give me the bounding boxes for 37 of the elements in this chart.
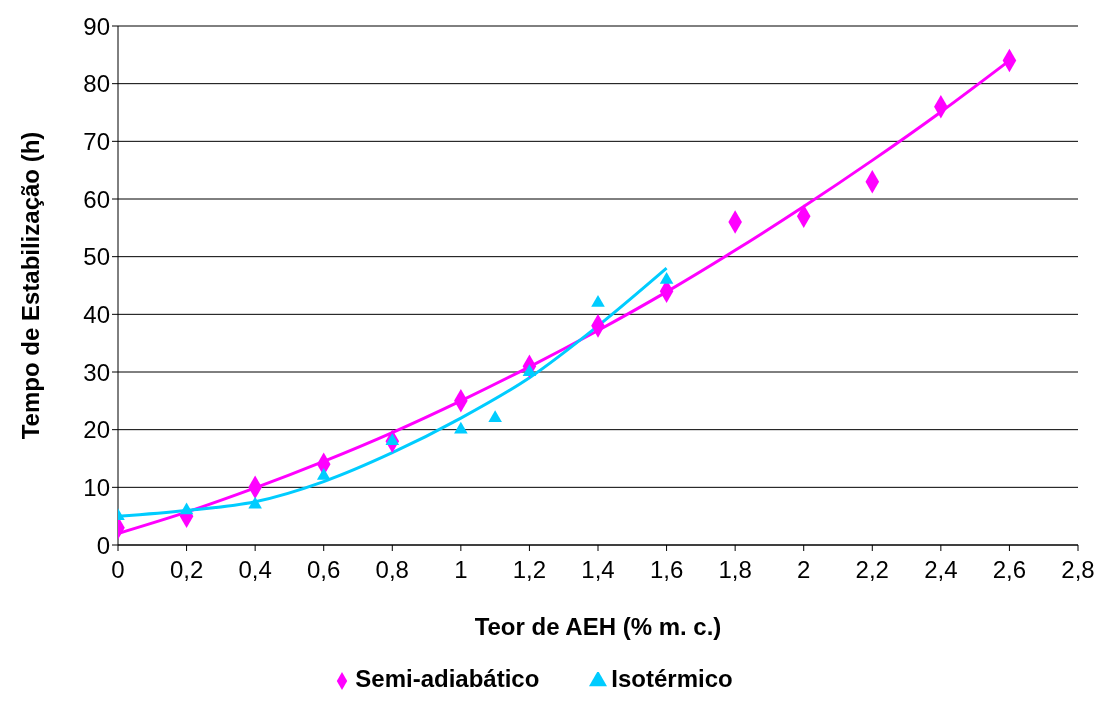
x-tick-label: 1 [454, 556, 468, 584]
y-tick-label: 30 [83, 358, 110, 386]
point [248, 496, 262, 509]
x-tick-label: 0,8 [375, 556, 409, 584]
point [488, 410, 502, 423]
x-tick-label: 2,2 [855, 556, 889, 584]
y-tick-label: 40 [83, 300, 110, 328]
point [522, 364, 537, 376]
point [591, 294, 605, 307]
point [385, 433, 400, 446]
x-axis-title: Teor de AEH (% m. c.) [474, 613, 722, 640]
y-tick-label: 90 [83, 12, 110, 40]
point [454, 421, 468, 434]
legend-label: Isotérmico [611, 665, 733, 692]
x-tick-label: 1,8 [718, 556, 752, 584]
y-tick-label: 70 [83, 127, 110, 155]
y-tick-label: 10 [83, 473, 110, 501]
point [316, 467, 331, 480]
x-tick-label: 2,8 [1061, 556, 1095, 584]
x-tick-label: 2,6 [992, 556, 1027, 584]
x-tick-label: 0,6 [307, 556, 341, 584]
y-tick-label: 50 [83, 243, 110, 271]
point [179, 502, 194, 515]
x-tick-label: 1,6 [649, 556, 684, 584]
y-axis-title: Tempo de Estabilização (h) [16, 131, 44, 440]
point [659, 271, 674, 284]
y-tick-label: 0 [96, 531, 110, 559]
x-tick-label: 1,2 [512, 556, 547, 584]
x-tick-label: 0,2 [169, 556, 204, 584]
x-tick-label: 0,4 [238, 556, 272, 584]
y-tick-label: 20 [83, 416, 110, 444]
x-tick-label: 2 [797, 556, 811, 584]
legend-label: Semi-adiabático [355, 665, 540, 692]
x-tick-label: 1,4 [581, 556, 615, 584]
y-tick-label: 80 [83, 70, 110, 98]
y-tick-label: 60 [83, 185, 110, 213]
x-tick-label: 2,4 [924, 556, 958, 584]
